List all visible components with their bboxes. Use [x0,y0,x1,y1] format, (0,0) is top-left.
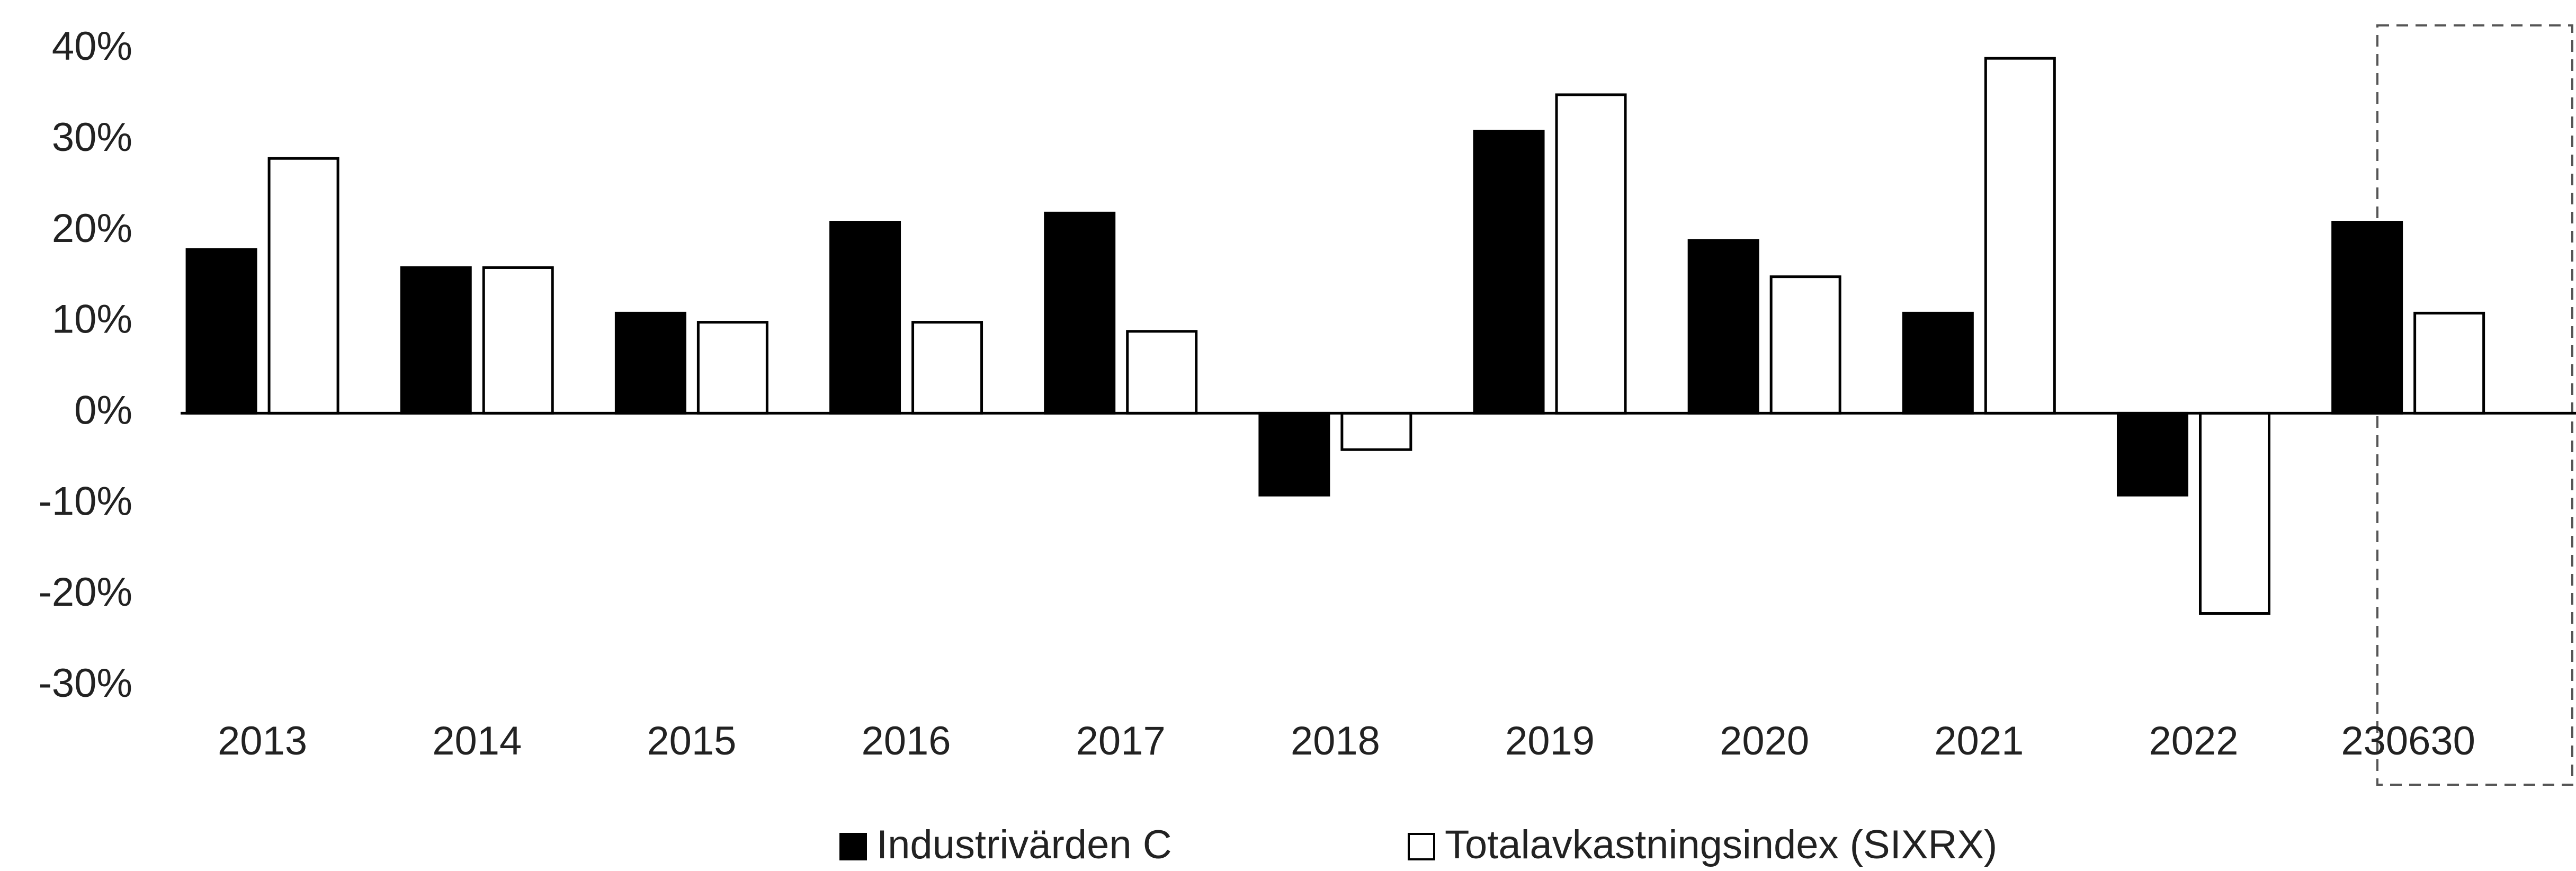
y-tick-label: 0% [74,388,132,433]
y-tick-label: 10% [52,297,132,342]
bar [2331,221,2403,415]
x-tick-label: 2013 [218,719,307,764]
y-tick-label: 30% [52,115,132,160]
x-tick-label: 2016 [862,719,951,764]
bar [829,221,901,415]
bar [1258,411,1330,497]
x-tick-label: 2018 [1291,719,1380,764]
bar [482,266,554,415]
bar [1126,330,1198,415]
bar [1555,93,1627,415]
bar [1340,411,1412,451]
x-tick-label: 2019 [1505,719,1595,764]
x-tick-label: 2022 [2149,719,2238,764]
bar [267,157,339,415]
bar [1473,130,1545,415]
legend-swatch [839,833,867,860]
bar [2198,411,2270,615]
y-tick-label: -20% [39,570,132,615]
bar [1687,239,1759,415]
legend-label: Totalavkastningsindex (SIXRX) [1445,822,1997,867]
bar [2413,311,2485,415]
x-tick-label: 2017 [1076,719,1166,764]
bar [185,248,257,415]
x-tick-label: 2020 [1720,719,1809,764]
x-tick-label: 2014 [432,719,522,764]
bar [400,266,472,415]
bar [1769,275,1841,415]
bar [614,311,686,415]
x-tick-label: 2021 [1934,719,2024,764]
bar [2116,411,2188,497]
y-tick-label: -10% [39,479,132,524]
bar [696,321,768,415]
legend-swatch [1408,833,1435,860]
y-tick-label: 40% [52,24,132,69]
y-tick-label: 20% [52,206,132,251]
bar [1902,311,1974,415]
bar [911,321,983,415]
bar [1984,57,2056,415]
bar [1044,211,1116,415]
y-tick-label: -30% [39,661,132,706]
legend-label: Industrivärden C [876,822,1172,867]
x-tick-label: 2015 [647,719,736,764]
x-tick-label: 230630 [2341,719,2475,764]
